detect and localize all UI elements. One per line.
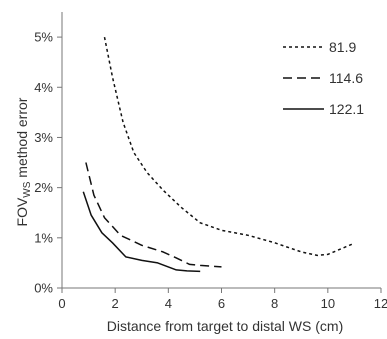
- y-tick-label: 1%: [34, 230, 53, 245]
- x-tick-label: 4: [165, 296, 172, 311]
- y-tick-label: 4%: [34, 80, 53, 95]
- y-tick-label: 5%: [34, 30, 53, 45]
- y-tick-label: 0%: [34, 281, 53, 296]
- x-tick-label: 10: [321, 296, 335, 311]
- legend: 81.9 114.6 122.1: [283, 39, 364, 117]
- x-tick-label: 0: [58, 296, 65, 311]
- legend-label-2: 114.6: [329, 70, 363, 86]
- y-tick-label: 3%: [34, 130, 53, 145]
- x-tick-label: 8: [271, 296, 278, 311]
- y-tick-label: 2%: [34, 180, 53, 195]
- legend-label-1: 81.9: [329, 39, 356, 55]
- x-tick-label: 12: [374, 296, 387, 311]
- axes: 0 2 4 6 8 10 12 0% 1% 2% 3% 4% 5%: [34, 12, 387, 311]
- y-axis-title-suffix: method error: [14, 97, 30, 181]
- y-axis-title: FOVWS method error: [14, 97, 33, 226]
- y-axis-title-subscript: WS: [22, 181, 33, 197]
- legend-label-3: 122.1: [329, 101, 364, 117]
- series-line-3: [82, 191, 201, 273]
- series-layer: [82, 36, 353, 273]
- x-tick-label: 6: [218, 296, 225, 311]
- x-tick-label: 2: [112, 296, 119, 311]
- x-axis-title: Distance from target to distal WS (cm): [107, 318, 344, 334]
- series-line-2: [85, 162, 222, 268]
- series-line-1: [103, 36, 353, 257]
- y-axis-title-prefix: FOV: [14, 197, 30, 226]
